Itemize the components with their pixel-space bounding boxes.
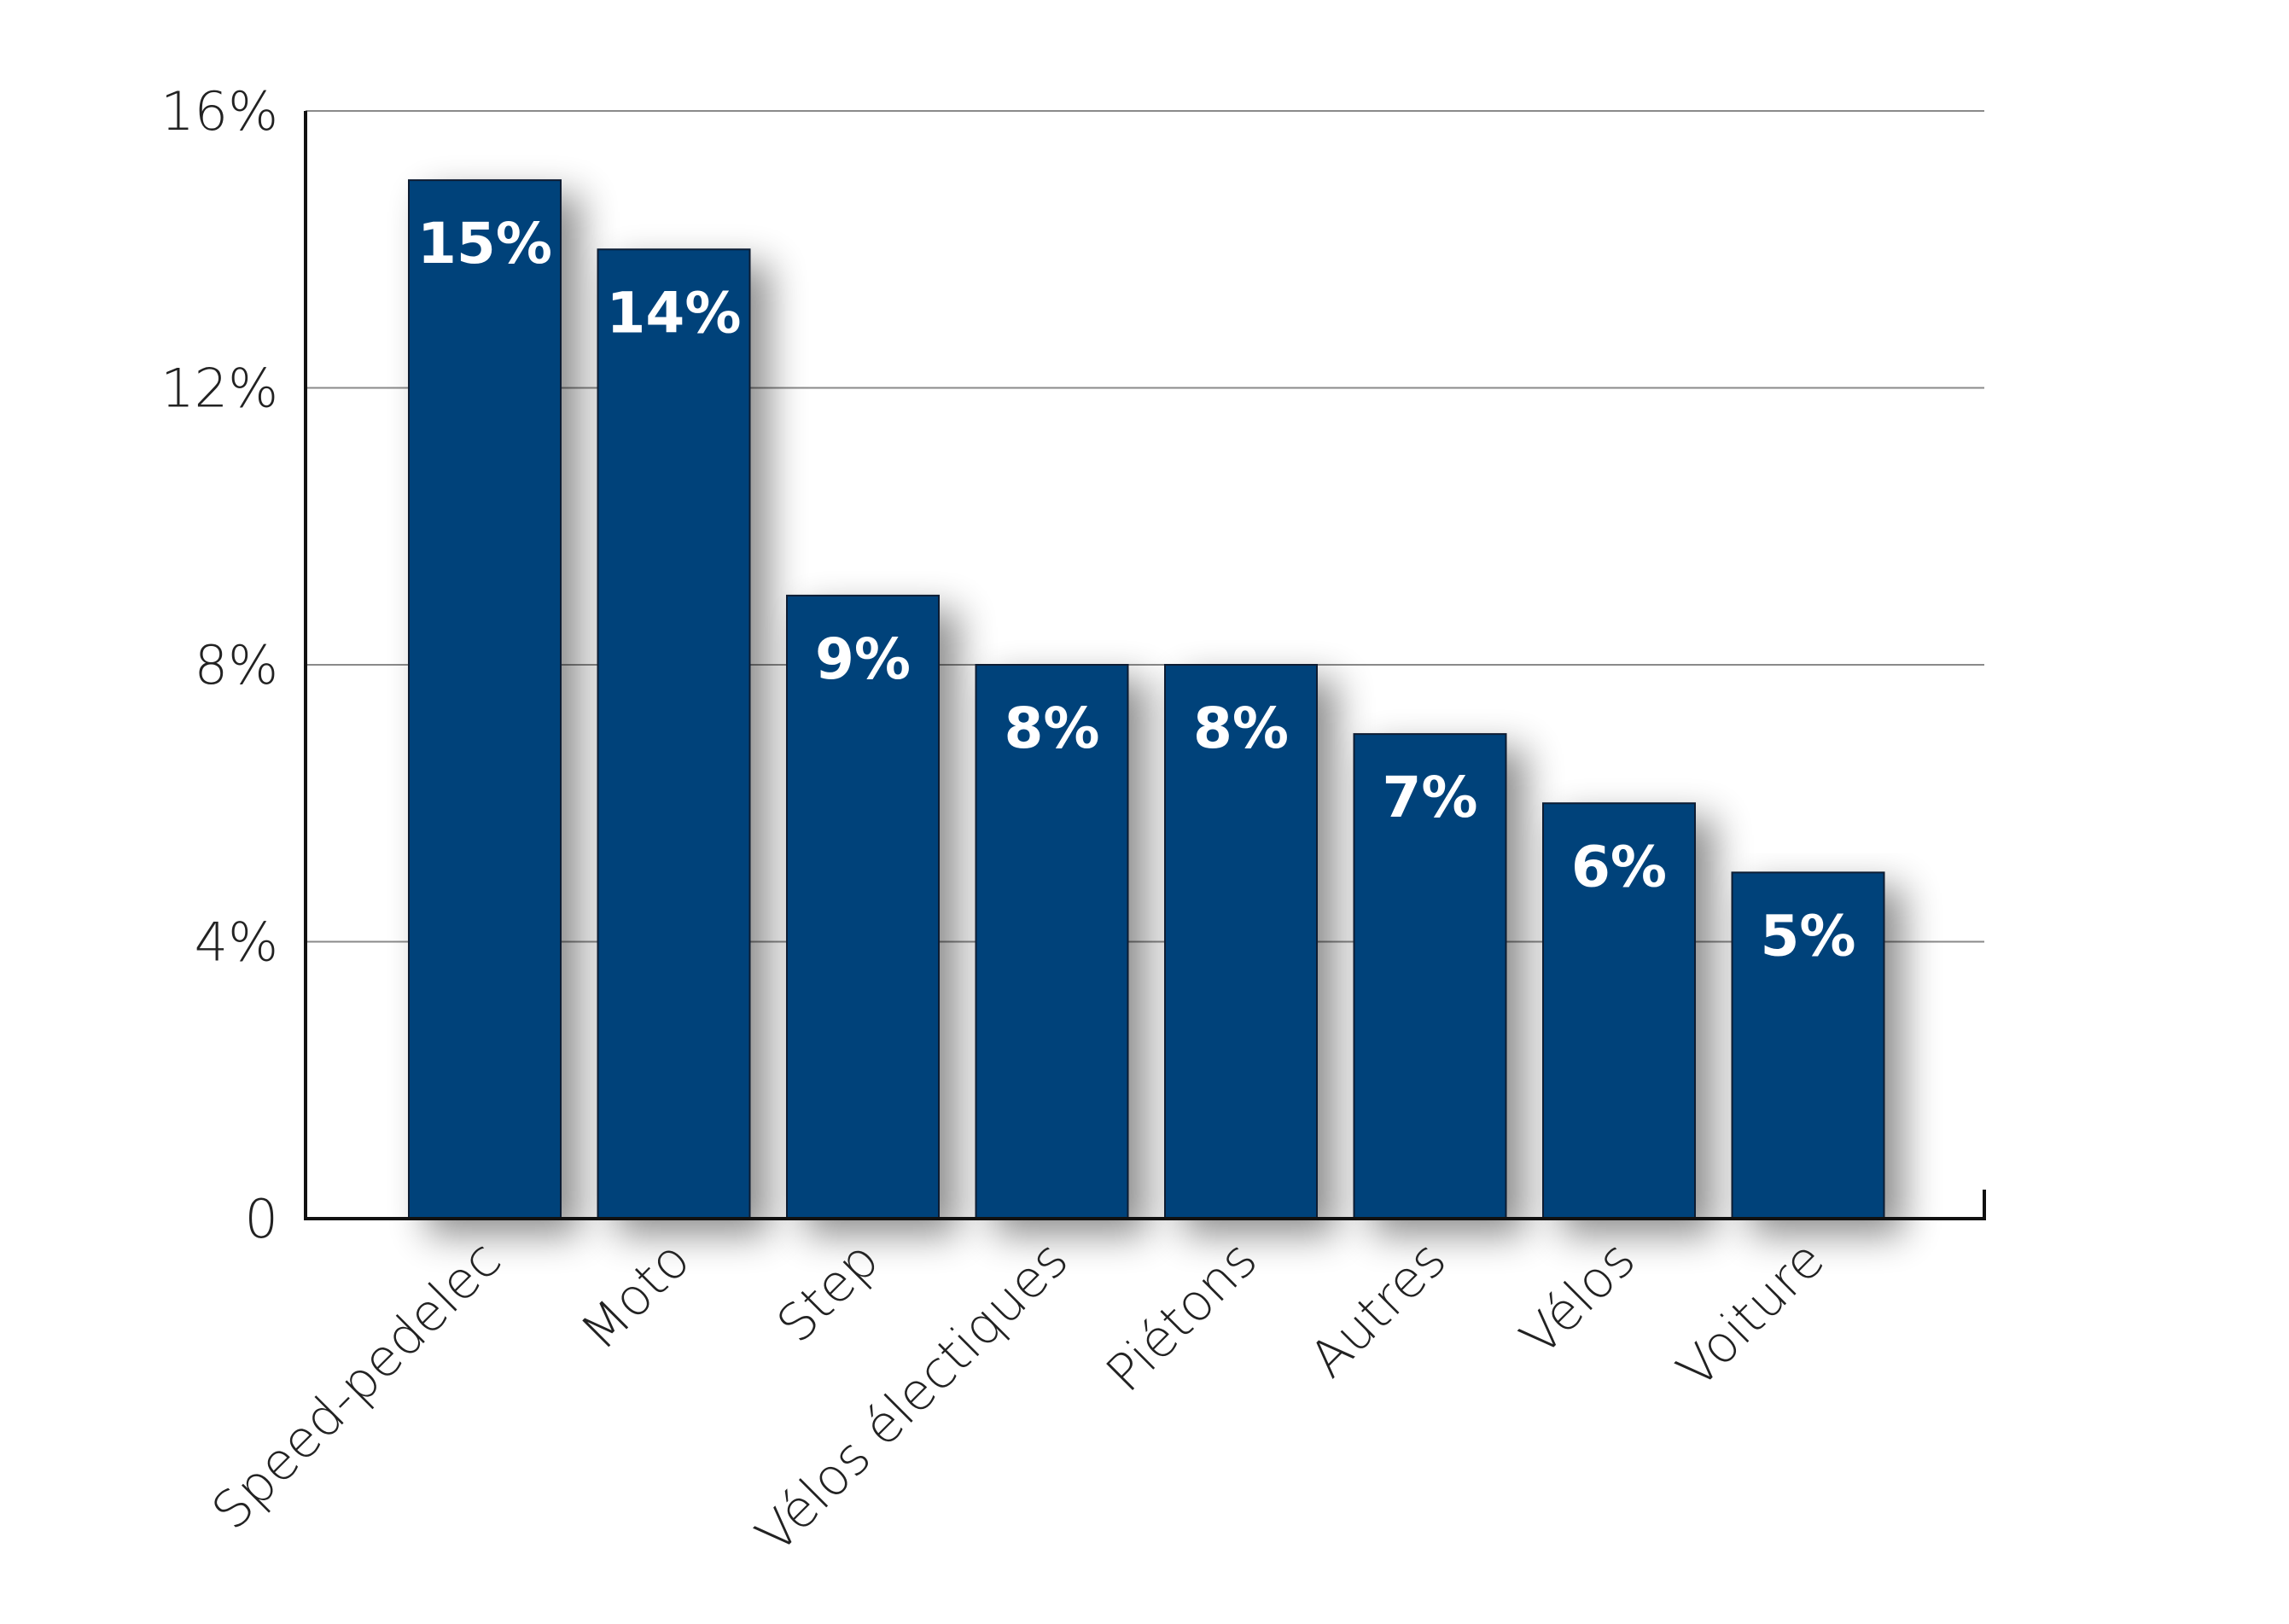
data-label: 7% (1382, 765, 1477, 830)
gridlines (306, 110, 1984, 943)
y-tick-label: 0 (245, 1188, 278, 1250)
category-label: Step (766, 1230, 891, 1354)
data-label: 8% (1193, 696, 1289, 761)
category-label: Piétons (1095, 1230, 1269, 1404)
bar-v-los (1542, 802, 1696, 1219)
data-label: 15% (417, 211, 552, 276)
category-label: Speed-pedelec (201, 1230, 513, 1541)
data-label: 5% (1760, 903, 1855, 969)
bar-v-los-lectiques (975, 664, 1129, 1219)
y-tick-label: 4% (195, 911, 278, 974)
data-labels: 15% 14% 9% 8% 8% 7% 6% 5% (417, 211, 1856, 969)
data-label: 8% (1004, 696, 1099, 761)
category-label: Moto (569, 1230, 702, 1362)
data-label: 14% (607, 280, 742, 346)
category-label: Autres (1298, 1230, 1458, 1389)
y-tick-label: 12% (160, 358, 278, 420)
bar-moto (597, 248, 751, 1219)
bar-voiture (1731, 871, 1885, 1219)
bar-speed-pedelec (408, 179, 562, 1219)
bar-pi-tons (1164, 664, 1318, 1219)
category-label: Vélos électiques (745, 1230, 1080, 1564)
y-tick-label: 8% (195, 634, 278, 696)
data-label: 6% (1571, 834, 1667, 899)
bar-step (786, 594, 940, 1219)
category-label: Vélos (1509, 1230, 1646, 1367)
bar-autres (1353, 733, 1507, 1219)
bars (408, 179, 1885, 1219)
axes (304, 111, 1986, 1220)
category-label: Voiture (1666, 1230, 1836, 1400)
data-label: 9% (815, 626, 911, 692)
y-tick-labels: 0 4% 8% 12% 16% (160, 80, 278, 1250)
y-tick-label: 16% (160, 80, 278, 143)
